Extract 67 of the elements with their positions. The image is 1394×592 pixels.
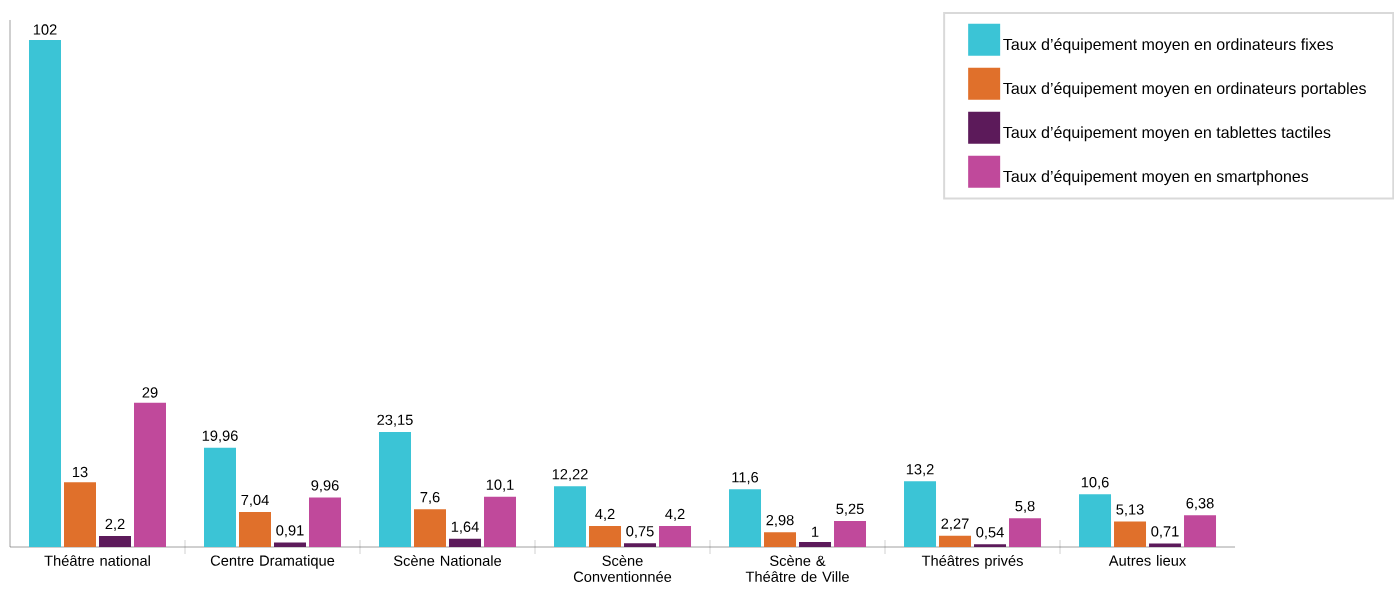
data-label: 2,27 — [941, 518, 969, 531]
data-label: 23,15 — [377, 414, 413, 427]
bar — [274, 542, 306, 547]
x-tick-label: Scène Nationale — [393, 555, 502, 566]
bar — [904, 481, 937, 547]
legend-label: Taux d’équipement moyen en ordinateurs fixes — [1003, 38, 1334, 54]
data-label: 0,54 — [976, 527, 1004, 540]
bar — [1009, 518, 1042, 547]
data-label: 102 — [33, 24, 57, 35]
bar — [1114, 521, 1147, 547]
x-tick-label: Scène Conventionnée — [573, 555, 672, 582]
bar — [974, 544, 1007, 547]
bar — [554, 486, 587, 547]
data-label: 13 — [72, 466, 88, 478]
bar — [659, 526, 692, 547]
bar — [99, 536, 131, 547]
bar — [589, 526, 622, 547]
data-label: 4,2 — [665, 508, 685, 521]
data-label: 10,6 — [1081, 477, 1109, 490]
legend-label: Taux d’équipement moyen en smartphones — [1003, 170, 1309, 186]
bar — [414, 509, 447, 547]
bar — [799, 542, 832, 547]
bar — [239, 512, 271, 547]
data-label: 29 — [142, 387, 158, 398]
bar — [449, 538, 482, 547]
x-tick-label: Théâtre national — [44, 555, 150, 566]
data-label: 10,1 — [486, 479, 514, 492]
data-label: 13,2 — [906, 464, 934, 477]
bar — [939, 535, 972, 547]
data-label: 7,04 — [241, 494, 269, 507]
bar — [29, 39, 61, 547]
data-label: 5,13 — [1116, 504, 1144, 517]
x-tick-label: Scène & Théâtre de Ville — [745, 555, 849, 582]
bar — [764, 532, 797, 547]
bar — [379, 431, 412, 547]
bar — [134, 402, 166, 547]
data-label: 0,75 — [626, 526, 654, 539]
bar — [624, 543, 657, 547]
data-label: 5,25 — [836, 503, 864, 516]
bar — [729, 489, 762, 547]
data-label: 0,91 — [276, 525, 304, 538]
bar — [309, 497, 341, 547]
data-label: 7,6 — [420, 491, 440, 505]
data-label: 9,96 — [311, 480, 339, 493]
bar — [834, 520, 867, 547]
bar — [64, 482, 96, 547]
data-label: 12,22 — [552, 468, 588, 482]
bar — [1079, 494, 1112, 547]
data-label: 2,98 — [766, 514, 794, 528]
x-tick-label: Théâtres privés — [921, 555, 1023, 569]
x-tick-label: Autres lieux — [1108, 555, 1187, 566]
data-label: 4,2 — [595, 508, 615, 521]
bar — [1149, 543, 1182, 547]
data-label: 5,8 — [1015, 500, 1035, 514]
bar — [1184, 515, 1217, 547]
data-label: 1,64 — [451, 521, 479, 534]
x-tick-label: Centre Dramatique — [210, 555, 335, 569]
legend-label: Taux d’équipement moyen en ordinateurs portables — [1003, 82, 1366, 98]
data-label: 2,2 — [105, 518, 125, 531]
legend-label: Taux d’équipement moyen en tablettes tactiles — [1003, 126, 1331, 142]
data-label: 0,71 — [1151, 526, 1179, 539]
data-label: 1 — [812, 526, 819, 537]
bar — [204, 447, 236, 547]
data-label: 11,6 — [732, 472, 759, 485]
data-label: 19,96 — [202, 430, 238, 443]
data-label: 6,38 — [1186, 498, 1214, 511]
bar — [484, 496, 517, 547]
